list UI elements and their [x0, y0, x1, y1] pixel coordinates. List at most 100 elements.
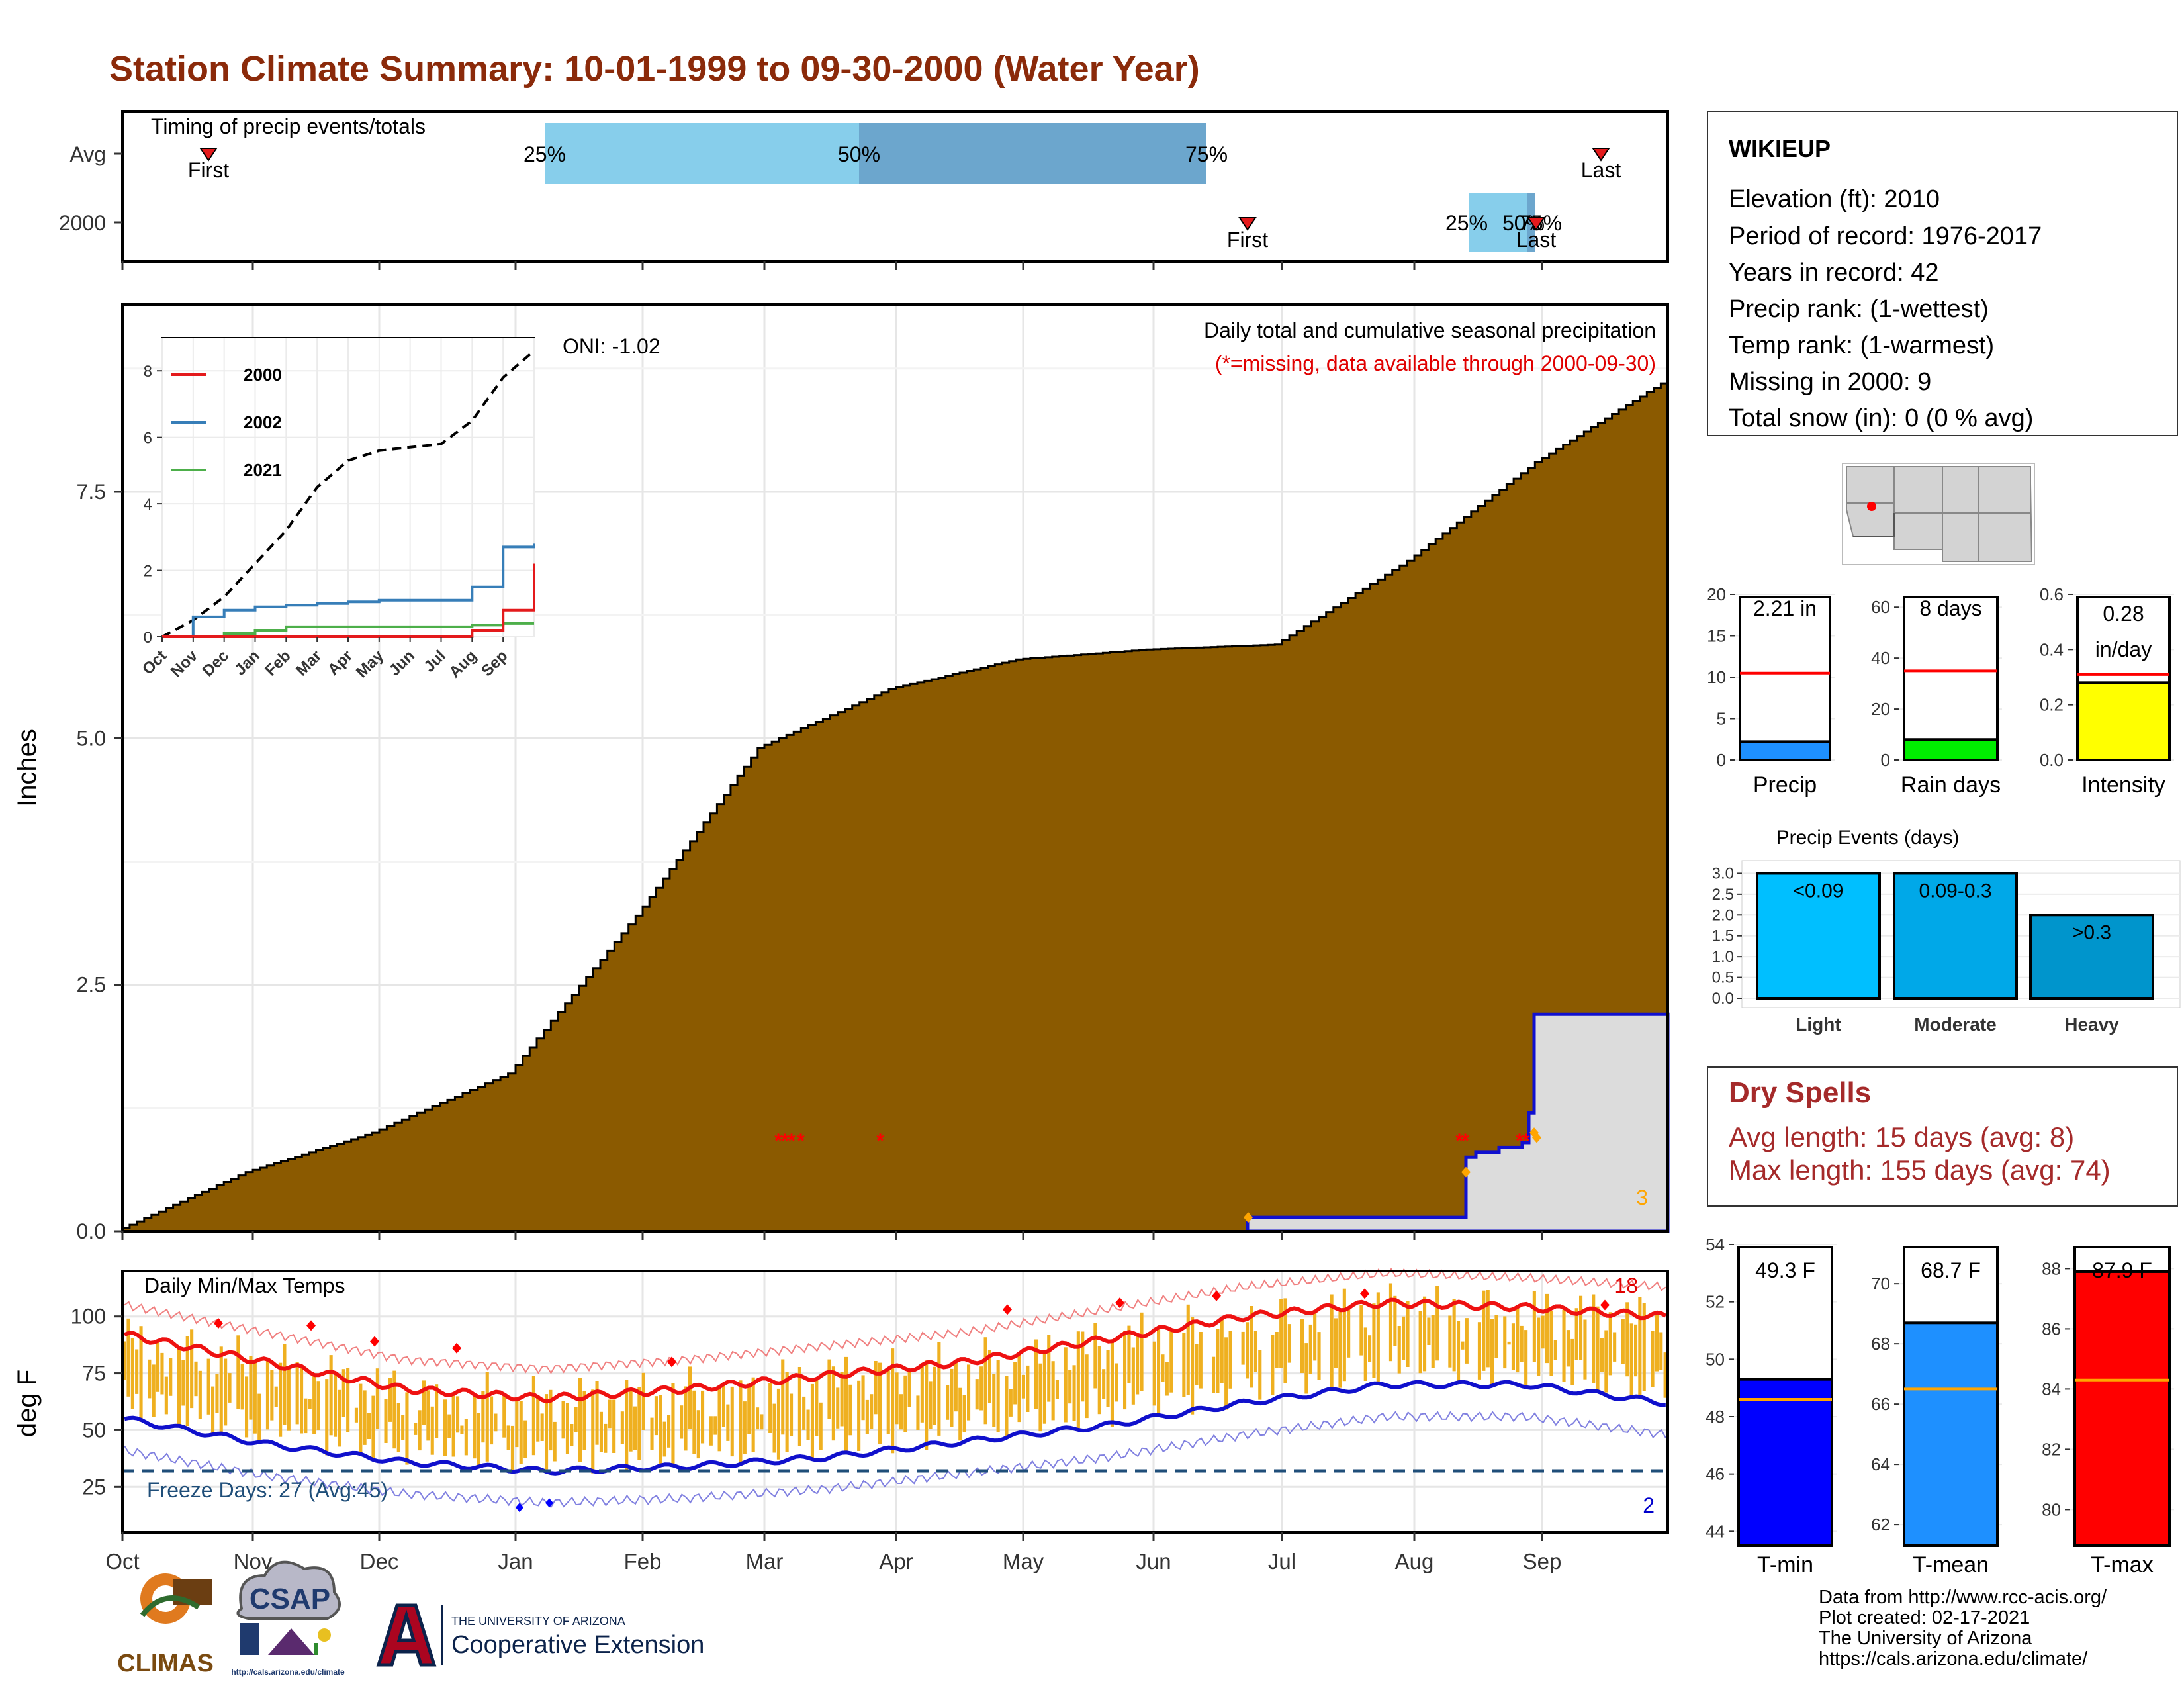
temp-day-bar: [1081, 1331, 1085, 1402]
temp-day-bar: [1072, 1365, 1076, 1421]
temp-y-tick-label: 100: [71, 1305, 106, 1329]
temp-day-bar: [1047, 1335, 1051, 1402]
temp-day-bar: [1009, 1389, 1013, 1417]
temp-day-bar: [169, 1358, 173, 1396]
avg-first-label: First: [188, 158, 229, 182]
minibar-tick-label: 0: [1881, 750, 1890, 770]
temp-day-bar: [249, 1356, 253, 1420]
temp-day-bar: [1457, 1321, 1461, 1381]
month-label: Dec: [360, 1549, 399, 1573]
record-high-dot: [1360, 1288, 1369, 1299]
events-tick-label: 3.0: [1712, 865, 1734, 882]
tempbar-tick-label: 68: [1871, 1334, 1890, 1354]
legend-label: 2021: [244, 460, 282, 480]
ua-a-icon: [376, 1603, 437, 1667]
temps-title: Daily Min/Max Temps: [144, 1274, 345, 1297]
y-tick-label: 2.5: [77, 973, 106, 997]
missing-marker: *: [797, 1130, 805, 1152]
temp-day-bar: [283, 1344, 287, 1425]
temp-day-bar: [274, 1386, 278, 1407]
month-label: Nov: [234, 1549, 273, 1573]
temp-day-bar: [1228, 1331, 1232, 1389]
temp-day-bar: [1574, 1308, 1578, 1360]
temp-day-bar: [1452, 1299, 1456, 1372]
minibar-tick-label: 10: [1707, 667, 1726, 687]
temp-day-bar: [215, 1374, 219, 1413]
tempbar-value-label: 49.3 F: [1755, 1258, 1815, 1282]
temp-day-bar: [224, 1358, 228, 1426]
temp-day-bar: [334, 1374, 338, 1437]
tempbar-tick-label: 88: [2042, 1258, 2061, 1278]
y-tick-label: 7.5: [77, 480, 106, 504]
temp-day-bar: [1182, 1333, 1186, 1397]
temp-day-bar: [1477, 1322, 1481, 1380]
oni-label: ONI: -1.02: [563, 334, 660, 358]
temp-day-bar: [1537, 1317, 1541, 1376]
temp-day-bar: [1659, 1332, 1663, 1370]
minibar-category-label: Rain days: [1901, 773, 2001, 798]
temp-day-bar: [1423, 1296, 1427, 1372]
month-label: May: [1003, 1549, 1044, 1573]
station-line: Missing in 2000: 9: [1729, 368, 1931, 396]
temp-day-bar: [1549, 1311, 1553, 1376]
temp-day-bar: [367, 1413, 371, 1439]
temp-day-bar: [422, 1380, 426, 1425]
year-p25-label: 25%: [1445, 211, 1488, 235]
temp-day-bar: [659, 1395, 662, 1466]
temp-day-bar: [1520, 1325, 1524, 1362]
temp-day-bar: [1465, 1318, 1469, 1364]
temp-day-bar: [1097, 1346, 1101, 1415]
temp-day-bar: [1021, 1374, 1025, 1399]
temp-day-bar: [629, 1387, 633, 1452]
events-bar-label: 0.09-0.3: [1919, 880, 1991, 902]
credit-line: Data from http://www.rcc-acis.org/: [1819, 1587, 2107, 1608]
missing-marker: *: [788, 1130, 796, 1152]
temp-day-bar: [1524, 1330, 1528, 1389]
temp-y-tick-label: 25: [82, 1475, 106, 1499]
ua-logo: THE UNIVERSITY OF ARIZONA Cooperative Ex…: [376, 1603, 704, 1667]
timing-title: Timing of precip events/totals: [151, 115, 426, 138]
inset-y-tick-label: 8: [144, 363, 152, 381]
temp-day-bar: [1127, 1325, 1131, 1383]
missing-marker: *: [774, 1130, 782, 1152]
temp-day-bar: [1553, 1340, 1557, 1360]
month-label: Jul: [1268, 1549, 1296, 1573]
minibar-category-label: Precip: [1753, 773, 1817, 798]
temp-day-bar: [620, 1411, 624, 1444]
precip-event-diamonds: [1244, 1127, 1541, 1223]
minibar-tick-label: 40: [1871, 648, 1890, 668]
temps-low-count: 2: [1643, 1493, 1655, 1517]
temp-day-bar: [371, 1395, 375, 1458]
minibar-value-label: 0.28: [2103, 602, 2144, 626]
legend-label: 2002: [244, 412, 282, 432]
month-label: Jun: [1136, 1549, 1171, 1573]
temp-day-bar: [300, 1365, 304, 1434]
temp-day-bar: [933, 1366, 936, 1425]
tmin-normal-line: [124, 1380, 1666, 1476]
temp-day-bar: [164, 1376, 168, 1415]
precip-note-2: (*=missing, data available through 2000-…: [1215, 352, 1656, 375]
temp-day-bar: [696, 1410, 700, 1459]
events-category-label: Light: [1796, 1014, 1841, 1035]
temp-day-bar: [950, 1368, 954, 1427]
temp-day-bar: [405, 1392, 409, 1465]
events-tick-label: 0.0: [1712, 990, 1734, 1008]
temps-ylabel: deg F: [13, 1370, 42, 1437]
temp-day-bar: [688, 1366, 692, 1429]
temp-day-bar: [1241, 1331, 1245, 1365]
record-high-dot: [1003, 1304, 1012, 1315]
temp-day-bar: [565, 1403, 569, 1454]
temp-day-bar: [502, 1393, 506, 1438]
minibar-tick-label: 0.2: [2040, 695, 2064, 715]
tempbar-value-bar: [1903, 1321, 1999, 1548]
temp-day-bar: [135, 1349, 139, 1394]
temp-day-bar: [1152, 1341, 1156, 1406]
temp-day-bar: [490, 1396, 494, 1445]
temp-day-bar: [772, 1403, 776, 1453]
precip-note-1: Daily total and cumulative seasonal prec…: [1204, 318, 1656, 342]
temp-day-bar: [1402, 1316, 1406, 1360]
csap-logo: CSAP http://cals.arizona.edu/climate: [231, 1560, 345, 1677]
tempbar-value-label: 87.9 F: [2092, 1258, 2152, 1282]
temp-day-bar: [739, 1380, 743, 1462]
